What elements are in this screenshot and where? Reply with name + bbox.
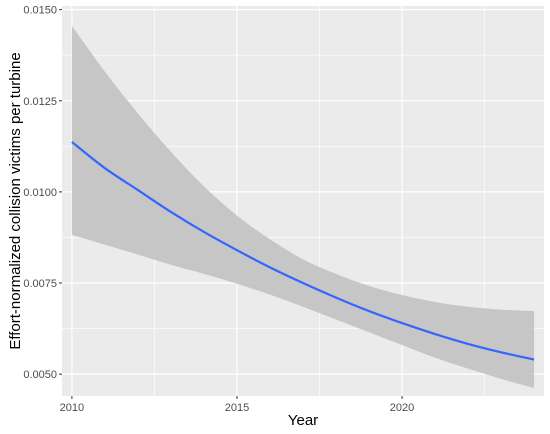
y-tick-label: 0.0050 xyxy=(23,369,57,381)
x-axis: 2010 2015 2020 xyxy=(60,396,414,414)
x-tick-label: 2010 xyxy=(60,402,84,414)
trend-line xyxy=(71,141,535,361)
x-tick-label: 2020 xyxy=(390,402,414,414)
y-tick-label: 0.0125 xyxy=(23,96,57,108)
y-tick-label: 0.0100 xyxy=(23,187,57,199)
y-tick-label: 0.0150 xyxy=(23,5,57,17)
x-axis-title: Year xyxy=(288,412,318,429)
minor-grid xyxy=(62,6,544,396)
y-axis: 0.0050 0.0075 0.0100 0.0125 0.0150 xyxy=(23,5,62,381)
x-tick-label: 2015 xyxy=(225,402,249,414)
y-tick-label: 0.0075 xyxy=(23,278,57,290)
y-axis-title: Effort-normalized collision victims per … xyxy=(7,52,24,349)
